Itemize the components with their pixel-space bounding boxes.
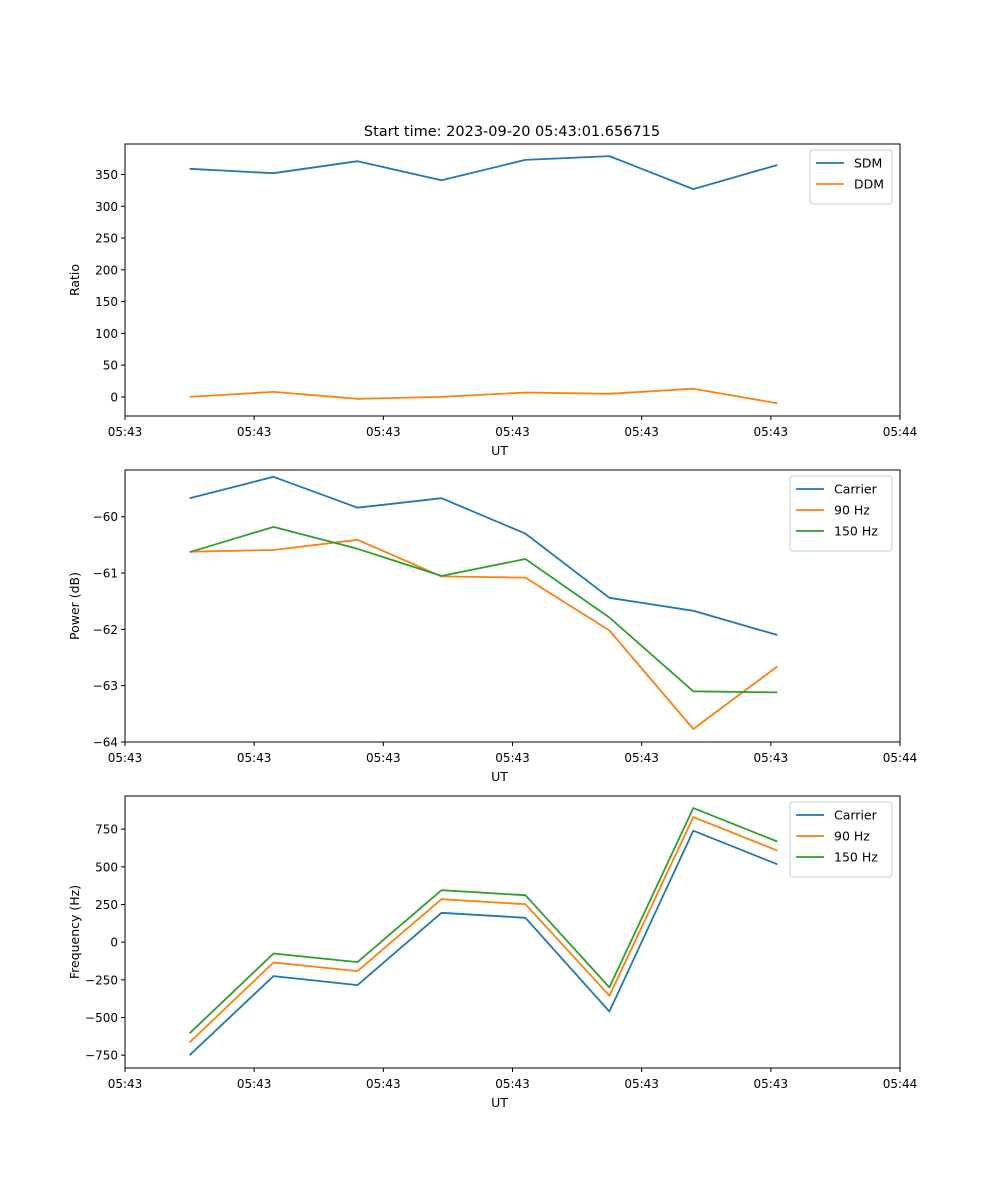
y-tick-label: 200	[95, 263, 118, 277]
y-tick-label: 0	[110, 390, 118, 404]
y-axis-label: Frequency (Hz)	[67, 885, 82, 979]
y-axis-label: Ratio	[67, 264, 82, 296]
y-tick-label: 250	[95, 232, 118, 246]
x-tick-label: 05:43	[754, 751, 789, 765]
y-tick-label: 500	[95, 860, 118, 874]
legend: SDM DDM	[809, 149, 893, 205]
legend: Carrier 90 Hz 150 Hz	[789, 475, 893, 552]
figure-title: Start time: 2023-09-20 05:43:01.656715	[364, 124, 660, 140]
y-tick-label: 150	[95, 295, 118, 309]
x-tick-label: 05:43	[108, 751, 143, 765]
x-tick-label: 05:43	[495, 751, 530, 765]
y-tick-label: 300	[95, 200, 118, 214]
legend-label-carrier: Carrier	[834, 808, 878, 823]
legend-label-ddm: DDM	[854, 177, 884, 192]
series-line-90-hz	[189, 538, 778, 730]
y-tick-label: 350	[95, 168, 118, 182]
legend: Carrier 90 Hz 150 Hz	[789, 801, 893, 878]
x-tick-label: 05:43	[495, 1077, 530, 1091]
y-axis-label: Power (dB)	[67, 572, 82, 640]
x-tick-label: 05:43	[624, 425, 659, 439]
legend-label-150-hz: 150 Hz	[834, 524, 878, 539]
y-tick-label: 100	[95, 327, 118, 341]
x-tick-label: 05:43	[624, 751, 659, 765]
x-tick-label: 05:43	[108, 425, 143, 439]
y-tick-label: −61	[93, 567, 118, 581]
series-line-90-hz	[188, 816, 778, 1044]
y-tick-label: −63	[93, 679, 118, 693]
legend-label-carrier: Carrier	[834, 482, 878, 497]
y-tick-label: −250	[85, 973, 118, 987]
y-tick-label: 50	[103, 359, 118, 373]
x-axis-label: UT	[491, 769, 508, 784]
x-tick-label: 05:43	[366, 1077, 401, 1091]
charts-root: 05:43 05:43 05:43 05:43 05:43 05:43 05:44 0 50 10…	[67, 143, 918, 1110]
x-tick-label: 05:43	[754, 1077, 789, 1091]
y-tick-label: −750	[85, 1049, 118, 1063]
y-tick-label: 750	[95, 823, 118, 837]
y-tick-label: −60	[93, 510, 118, 524]
y-tick-label: 0	[110, 936, 118, 950]
x-tick-label: 05:43	[108, 1077, 143, 1091]
y-tick-label: −62	[93, 623, 118, 637]
series-line-carrier	[189, 475, 778, 636]
x-tick-label: 05:43	[237, 1077, 272, 1091]
x-axis-label: UT	[491, 443, 508, 458]
series-line-sdm	[189, 155, 778, 191]
series-line-150-hz	[189, 526, 778, 694]
x-tick-label: 05:43	[366, 425, 401, 439]
x-tick-label: 05:44	[883, 425, 918, 439]
legend-box	[789, 801, 893, 878]
legend-label-sdm: SDM	[854, 156, 882, 171]
x-tick-label: 05:44	[883, 1077, 918, 1091]
series-line-carrier	[188, 829, 778, 1056]
chart-panel-1: 05:43 05:43 05:43 05:43 05:43 05:43 05:44 0 50 10…	[67, 143, 918, 458]
x-tick-label: 05:44	[883, 751, 918, 765]
y-tick-label: −500	[85, 1011, 118, 1025]
legend-label-150-hz: 150 Hz	[834, 850, 878, 865]
legend-label-90-hz: 90 Hz	[834, 503, 870, 518]
legend-label-90-hz: 90 Hz	[834, 829, 870, 844]
x-tick-label: 05:43	[366, 751, 401, 765]
x-tick-label: 05:43	[237, 425, 272, 439]
series-line-ddm	[189, 387, 778, 405]
chart-panel-2: 05:43 05:43 05:43 05:43 05:43 05:43 05:44 −64 −6…	[67, 469, 918, 784]
x-axis-label: UT	[491, 1095, 508, 1110]
y-tick-label: −64	[93, 736, 118, 750]
chart-panel-3: 05:43 05:43 05:43 05:43 05:43 05:43 05:44 −750 −…	[67, 795, 918, 1110]
x-tick-label: 05:43	[624, 1077, 659, 1091]
x-tick-label: 05:43	[237, 751, 272, 765]
legend-box	[789, 475, 893, 552]
x-tick-label: 05:43	[495, 425, 530, 439]
series-line-150-hz	[188, 807, 778, 1034]
y-tick-label: 250	[95, 898, 118, 912]
x-tick-label: 05:43	[754, 425, 789, 439]
